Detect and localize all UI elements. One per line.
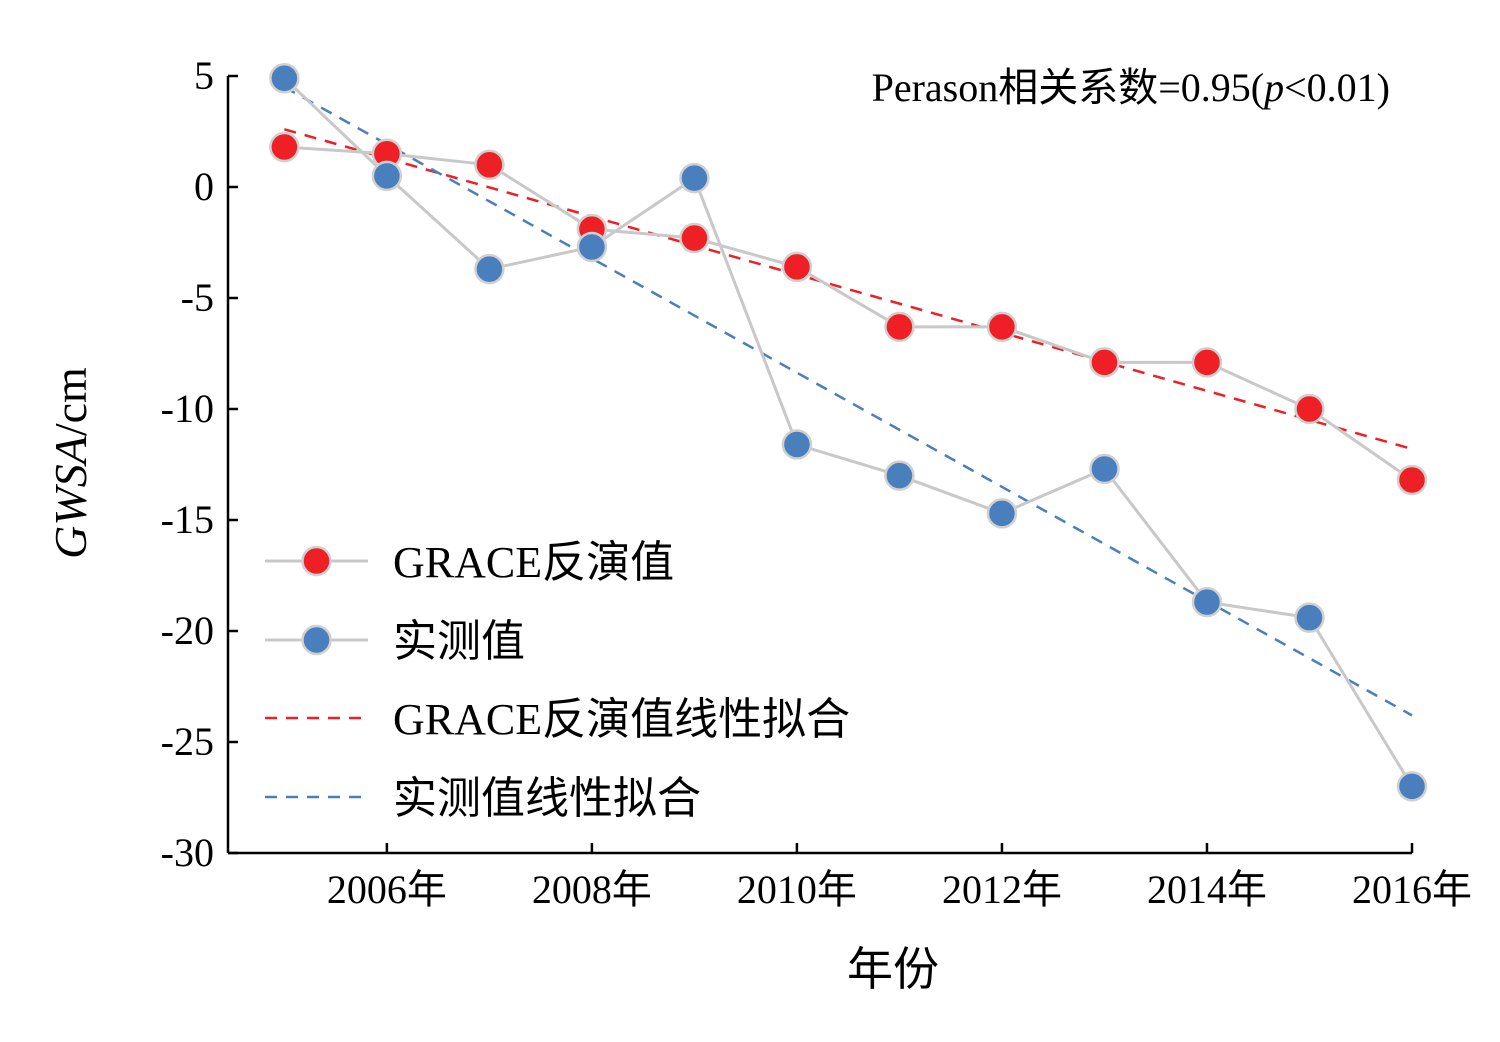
data-point	[884, 311, 915, 343]
y-axis-title-unit: /cm	[45, 367, 96, 436]
series-line	[283, 77, 1414, 788]
y-ticks: 5 0 -5 -10 -15 -20 -25 -30	[161, 53, 238, 875]
data-point	[986, 311, 1018, 343]
y-axis-title-italic: GWSA	[45, 435, 96, 559]
x-tick-label: 2008年	[532, 867, 652, 912]
y-axis-title: GWSA/cm	[45, 367, 96, 559]
data-point	[269, 62, 300, 94]
fit-lines	[283, 86, 1413, 717]
x-ticks: 2006年 2008年 2010年 2012年 2014年 2016年	[327, 843, 1472, 912]
y-tick-label: 0	[194, 164, 214, 209]
correlation-annotation: Perason相关系数=0.95(p<0.01)	[872, 65, 1390, 110]
data-point	[371, 160, 403, 192]
data-point	[679, 222, 710, 254]
data-point	[269, 131, 300, 163]
x-tick-label: 2006年	[327, 867, 447, 912]
data-point	[884, 460, 915, 491]
x-axis-title: 年份	[847, 944, 939, 995]
legend-marker-symbol	[301, 624, 332, 656]
x-tick-label: 2010年	[737, 867, 857, 912]
series-connectors	[283, 77, 1414, 788]
annotation-p-symbol: p	[1261, 65, 1284, 110]
x-tick-label: 2016年	[1352, 867, 1472, 912]
series-markers	[269, 62, 1428, 802]
data-point	[1089, 453, 1120, 485]
data-point	[1396, 771, 1428, 802]
y-tick-label: -10	[161, 386, 214, 431]
y-tick-label: -25	[161, 719, 214, 764]
legend-marker-symbol	[301, 545, 332, 577]
y-tick-label: -15	[161, 497, 214, 542]
data-point	[1294, 393, 1325, 425]
annotation-suffix: <0.01)	[1284, 65, 1390, 110]
y-tick-label: -30	[161, 830, 214, 875]
data-point	[781, 429, 813, 460]
data-point	[474, 149, 505, 181]
data-point	[986, 498, 1018, 529]
data-point	[679, 162, 710, 194]
y-tick-label: 5	[194, 53, 214, 98]
data-point	[1191, 347, 1223, 378]
series-line	[284, 145, 1413, 482]
x-tick-label: 2012年	[942, 867, 1062, 912]
data-point	[1294, 602, 1325, 633]
data-point	[1089, 347, 1120, 378]
x-tick-label: 2014年	[1147, 867, 1267, 912]
data-point	[781, 251, 813, 283]
fit-line	[284, 128, 1413, 451]
legend-label: 实测值线性拟合	[393, 774, 701, 823]
annotation-prefix: Perason相关系数=0.95(	[872, 65, 1265, 110]
y-tick-label: -20	[161, 608, 214, 653]
data-point	[1396, 464, 1428, 496]
data-point	[1191, 586, 1223, 618]
legend-label: 实测值	[393, 617, 525, 666]
fit-line	[283, 86, 1413, 717]
legend-label: GRACE反演值	[393, 538, 674, 587]
legend-label: GRACE反演值线性拟合	[393, 695, 850, 744]
data-point	[474, 253, 505, 285]
data-point	[576, 231, 608, 263]
y-tick-label: -5	[181, 275, 214, 320]
